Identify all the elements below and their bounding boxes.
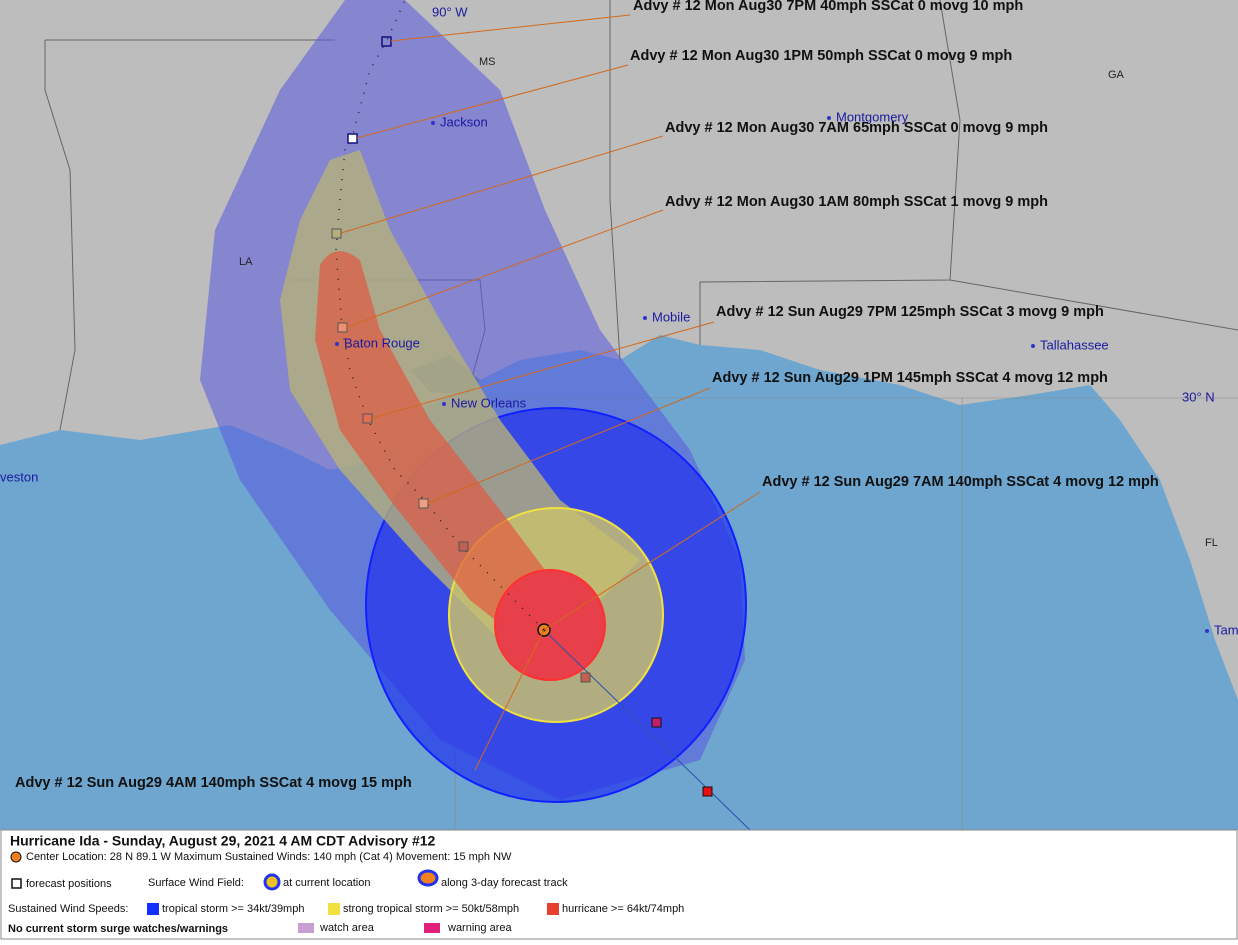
legend-text: forecast positions bbox=[26, 878, 112, 890]
legend-box bbox=[0, 829, 1238, 940]
longitude-label: 90° W bbox=[432, 4, 468, 19]
past-track bbox=[543, 629, 751, 831]
legend-text: along 3-day forecast track bbox=[441, 877, 568, 889]
state-label: LA bbox=[239, 256, 253, 268]
legend-text: tropical storm >= 34kt/39mph bbox=[162, 903, 304, 915]
legend-text: strong tropical storm >= 50kt/58mph bbox=[343, 903, 519, 915]
city-label: Mobile bbox=[652, 309, 690, 324]
city-label: Baton Rouge bbox=[344, 335, 420, 350]
legend-swatch bbox=[328, 903, 340, 915]
forecast-position bbox=[418, 498, 429, 509]
leader-line bbox=[474, 629, 545, 771]
legend-text: Surface Wind Field: bbox=[148, 877, 244, 889]
forecast-position bbox=[337, 322, 348, 333]
advisory-label: Advy # 12 Sun Aug29 4AM 140mph SSCat 4 m… bbox=[15, 775, 412, 791]
forecast-position bbox=[381, 36, 392, 47]
legend-title: Hurricane Ida - Sunday, August 29, 2021 … bbox=[10, 833, 436, 849]
leader-line bbox=[356, 64, 629, 139]
leader-line bbox=[371, 321, 715, 419]
leader-line bbox=[427, 387, 711, 504]
border bbox=[949, 279, 1238, 331]
forecast-position bbox=[347, 133, 358, 144]
leader-line bbox=[346, 209, 664, 328]
forecast-track bbox=[335, 0, 545, 631]
state-label: MS bbox=[479, 56, 496, 68]
place-labels: 90° W MS GA Jackson Montgomery LA Mobile… bbox=[0, 4, 1238, 637]
legend-text: No current storm surge watches/warnings bbox=[8, 923, 228, 935]
city-label: Montgomery bbox=[836, 109, 909, 124]
city-dot bbox=[827, 116, 831, 120]
city-label: New Orleans bbox=[451, 395, 527, 410]
legend-swatch bbox=[263, 873, 281, 891]
forecast-position bbox=[580, 672, 591, 683]
border bbox=[44, 40, 76, 431]
forecast-position bbox=[458, 541, 469, 552]
legend-swatch bbox=[417, 869, 439, 887]
state-label: GA bbox=[1108, 69, 1125, 81]
city-dot bbox=[442, 402, 446, 406]
wind-swath-hurricane bbox=[315, 251, 545, 640]
legend-text: hurricane >= 64kt/74mph bbox=[562, 903, 684, 915]
leader-lines bbox=[340, 14, 761, 771]
legend-swatch bbox=[547, 903, 559, 915]
city-label: Tam bbox=[1214, 622, 1238, 637]
legend-text: at current location bbox=[283, 877, 370, 889]
past-position bbox=[702, 786, 713, 797]
legend-text: Sustained Wind Speeds: bbox=[8, 903, 128, 915]
legend-swatch bbox=[11, 878, 22, 889]
legend-swatch bbox=[298, 923, 314, 933]
forecast-positions bbox=[331, 36, 713, 797]
forecast-position bbox=[362, 413, 373, 424]
advisory-label: Advy # 12 Mon Aug30 7PM 40mph SSCat 0 mo… bbox=[633, 0, 1023, 14]
city-dot bbox=[1031, 344, 1035, 348]
city-label: veston bbox=[0, 469, 38, 484]
legend-text: Center Location: 28 N 89.1 W Maximum Sus… bbox=[26, 851, 512, 863]
legend-swatch bbox=[147, 903, 159, 915]
city-label: Jackson bbox=[440, 114, 488, 129]
advisory-label: Advy # 12 Sun Aug29 1PM 145mph SSCat 4 m… bbox=[712, 370, 1108, 386]
legend: Hurricane Ida - Sunday, August 29, 2021 … bbox=[0, 829, 1238, 940]
latitude-label: 30° N bbox=[1182, 389, 1215, 404]
forecast-position bbox=[331, 228, 342, 239]
leader-line bbox=[390, 14, 631, 42]
advisory-label: Advy # 12 Mon Aug30 1AM 80mph SSCat 1 mo… bbox=[665, 194, 1048, 210]
leader-line bbox=[543, 491, 761, 631]
state-label: FL bbox=[1205, 537, 1218, 549]
city-dot bbox=[335, 342, 339, 346]
legend-text: warning area bbox=[447, 922, 512, 934]
advisory-label: Advy # 12 Sun Aug29 7PM 125mph SSCat 3 m… bbox=[716, 304, 1104, 320]
center-icon bbox=[10, 851, 22, 863]
city-dot bbox=[1205, 629, 1209, 633]
advisory-label: Advy # 12 Mon Aug30 7AM 65mph SSCat 0 mo… bbox=[665, 120, 1048, 136]
city-dot bbox=[643, 316, 647, 320]
advisory-label: Advy # 12 Mon Aug30 1PM 50mph SSCat 0 mo… bbox=[630, 48, 1012, 64]
leader-line bbox=[340, 135, 664, 234]
legend-swatch bbox=[424, 923, 440, 933]
past-position bbox=[651, 717, 662, 728]
city-dot bbox=[431, 121, 435, 125]
advisory-labels: Advy # 12 Mon Aug30 7PM 40mph SSCat 0 mo… bbox=[15, 0, 1159, 791]
advisory-label: Advy # 12 Sun Aug29 7AM 140mph SSCat 4 m… bbox=[762, 474, 1159, 490]
border bbox=[609, 0, 621, 361]
current-hurricane-wind-field bbox=[494, 569, 606, 681]
city-label: Tallahassee bbox=[1040, 337, 1109, 352]
legend-text: watch area bbox=[319, 922, 375, 934]
